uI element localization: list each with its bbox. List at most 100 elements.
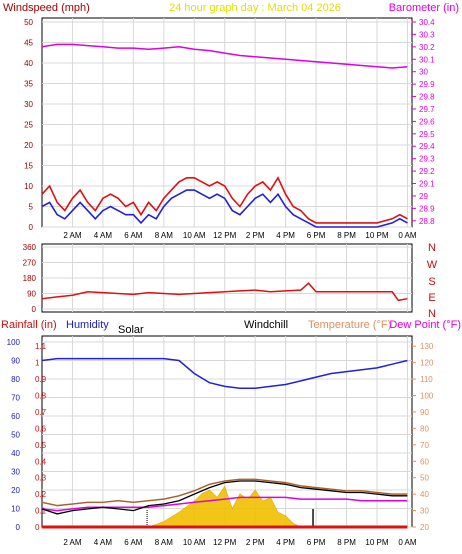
temperature-tick-label: 80 <box>420 424 429 433</box>
humidity-tick-label: 20 <box>11 486 20 495</box>
rainfall-tick-labels: 0 0.1 0.2 0.3 0.4 0.5 0.6 0.7 0.8 0.9 1 1.1 <box>35 342 47 532</box>
barometer-tick-label: 29.2 <box>419 167 435 176</box>
time-label: 2 AM <box>63 538 82 547</box>
time-label: 2 AM <box>63 231 82 240</box>
temperature-tick-label: 110 <box>420 375 433 384</box>
time-label: 10 PM <box>365 538 388 547</box>
barometer-tick-label: 28.9 <box>419 204 435 213</box>
humidity-tick-label: 40 <box>11 449 20 458</box>
humidity-tick-labels: 0 10 20 30 40 50 60 70 80 90 100 <box>7 338 21 532</box>
rainfall-tick-label: 0.6 <box>35 424 47 433</box>
windspeed-tick-label: 50 <box>24 18 33 27</box>
barometer-tick-label: 29.1 <box>419 180 435 189</box>
temperature-tick-label: 120 <box>420 359 434 368</box>
rainfall-tick-label: 0.5 <box>35 441 47 450</box>
windspeed-tick-label: 25 <box>24 121 33 130</box>
windchill-label: Windchill <box>244 319 288 331</box>
temperature-tick-labels: 20 30 40 50 60 70 80 90 100 110 120 130 <box>412 342 434 532</box>
windchill-line <box>41 480 408 515</box>
barometer-tick-label: 28.8 <box>419 217 435 226</box>
barometer-tick-label: 29 <box>419 192 428 201</box>
solar-area <box>148 485 301 528</box>
windspeed-tick-label: 5 <box>29 203 34 212</box>
humidity-tick-label: 80 <box>11 375 20 384</box>
time-label: 4 PM <box>276 538 295 547</box>
temperature-tick-label: 30 <box>420 507 429 516</box>
barometer-tick-label: 30 <box>419 68 428 77</box>
compass-label: S <box>428 276 435 288</box>
time-label: 8 PM <box>337 538 356 547</box>
windspeed-tick-label: 30 <box>24 100 33 109</box>
windspeed-tick-label: 20 <box>24 141 33 150</box>
direction-tick-label: 270 <box>23 259 37 268</box>
compass-label: N <box>428 308 436 320</box>
wind-line <box>41 189 408 228</box>
barometer-tick-label: 30.3 <box>419 30 435 39</box>
time-label: 6 AM <box>124 538 143 547</box>
time-label: 10 PM <box>365 231 388 240</box>
windspeed-tick-label: 40 <box>24 59 33 68</box>
compass-label: W <box>427 259 438 271</box>
time-label: 8 AM <box>155 538 174 547</box>
direction-tick-label: 180 <box>23 274 37 283</box>
time-label: 6 PM <box>307 231 326 240</box>
time-label: 12 PM <box>213 231 236 240</box>
humidity-tick-label: 30 <box>11 468 20 477</box>
windspeed-tick-label: 0 <box>29 223 34 232</box>
solar-label: Solar <box>118 324 144 336</box>
barometer-tick-label: 30.4 <box>419 18 435 27</box>
rainfall-axis-label: Rainfall (in) <box>1 319 57 331</box>
rainfall-tick-label: 0.1 <box>35 507 47 516</box>
temp-series <box>41 357 408 529</box>
temperature-axis-label: Temperature (°F) <box>308 319 391 331</box>
time-label: 0 AM <box>398 231 417 240</box>
time-label: 6 AM <box>124 231 143 240</box>
dewpoint-axis-label: Dew Point (°F) <box>389 319 461 331</box>
graph-title: 24 hour graph day : March 04 2026 <box>169 2 341 14</box>
direction-tick-label: 0 <box>32 305 37 314</box>
barometer-tick-label: 30.1 <box>419 55 435 64</box>
rainfall-tick-label: 1 <box>35 359 40 368</box>
temperature-tick-label: 100 <box>420 392 434 401</box>
windspeed-tick-label: 10 <box>24 182 33 191</box>
time-label: 2 PM <box>246 538 265 547</box>
barometer-axis-label: Barometer (in) <box>389 2 459 14</box>
barometer-tick-label: 29.5 <box>419 130 435 139</box>
windspeed-tick-label: 35 <box>24 80 33 89</box>
time-label: 6 PM <box>307 538 326 547</box>
humidity-tick-label: 100 <box>7 338 21 347</box>
time-label: 10 AM <box>183 231 206 240</box>
wind-series <box>41 43 408 228</box>
windspeed-axis-label: Windspeed (mph) <box>3 2 90 14</box>
direction-panel-grid <box>42 244 412 312</box>
humidity-tick-label: 10 <box>11 505 20 514</box>
windspeed-tick-labels: 0 5 10 15 20 25 30 35 40 45 50 <box>24 18 33 232</box>
barometer-tick-label: 30.2 <box>419 43 435 52</box>
temperature-tick-label: 90 <box>420 408 429 417</box>
time-label: 10 AM <box>183 538 206 547</box>
rainfall-tick-label: 0 <box>35 523 40 532</box>
compass-label: N <box>428 242 436 254</box>
compass-label: E <box>428 292 435 304</box>
humidity-axis-label: Humidity <box>66 319 109 331</box>
rainfall-tick-label: 1.1 <box>35 342 47 351</box>
time-label: 8 AM <box>155 231 174 240</box>
barometer-tick-label: 29.8 <box>419 93 435 102</box>
temperature-tick-label: 70 <box>420 441 429 450</box>
temperature-tick-label: 60 <box>420 457 429 466</box>
humidity-tick-label: 90 <box>11 357 20 366</box>
rainfall-tick-label: 0.4 <box>35 457 47 466</box>
barometer-tick-label: 29.6 <box>419 117 435 126</box>
rainfall-tick-label: 0.3 <box>35 474 47 483</box>
windspeed-tick-label: 45 <box>24 39 33 48</box>
barometer-tick-label: 29.3 <box>419 155 435 164</box>
rainfall-tick-label: 0.9 <box>35 375 47 384</box>
temperature-tick-label: 40 <box>420 490 429 499</box>
humidity-tick-label: 70 <box>11 394 20 403</box>
